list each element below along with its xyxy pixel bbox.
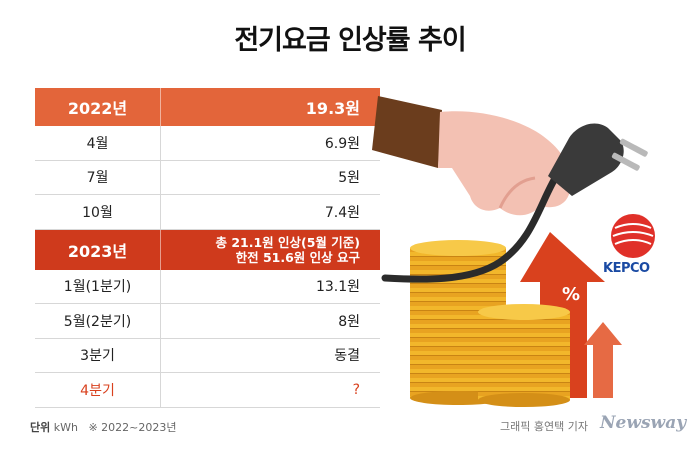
row-label: 4분기 xyxy=(80,382,115,399)
row-value: 동결 xyxy=(160,338,380,372)
table-row: 1월(1분기) 13.1원 xyxy=(35,269,380,304)
unit-label: 단위 xyxy=(30,421,51,434)
table-row-2023: 2023년 총 21.1원 인상(5월 기준) 한전 51.6원 인상 요구 xyxy=(35,229,380,270)
row-label: 10월 xyxy=(82,204,113,221)
unit-value: kWh xyxy=(53,421,78,434)
kepco-logo-text: KEPCO xyxy=(603,261,650,276)
row-value-line2: 한전 51.6원 인상 요구 xyxy=(235,249,360,265)
row-label: 7월 xyxy=(86,170,109,187)
coin-stack-tall-icon xyxy=(410,240,506,405)
table-row-2022: 2022년 19.3원 xyxy=(35,88,380,126)
unit-note: 단위 kWh ※ 2022~2023년 xyxy=(30,419,177,435)
big-up-arrow-icon xyxy=(520,232,605,398)
plug-icon xyxy=(548,123,648,196)
small-up-arrow-icon xyxy=(584,322,622,398)
cable-icon xyxy=(381,166,564,283)
sleeve-icon xyxy=(372,96,442,168)
rate-table: 2022년 19.3원 4월 6.9원 7월 5원 10월 7.4원 2023년… xyxy=(35,88,380,408)
row-value: 총 21.1원 인상(5월 기준) 한전 51.6원 인상 요구 xyxy=(160,229,380,270)
row-value: ? xyxy=(160,373,380,407)
row-value: 13.1원 xyxy=(160,269,380,303)
kepco-logo-icon xyxy=(611,214,655,258)
graphic-credit: 그래픽 홍연택 기자 xyxy=(500,420,588,433)
row-value: 6.9원 xyxy=(160,126,380,160)
coin-stack-short-icon xyxy=(478,304,570,407)
row-label: 2023년 xyxy=(67,241,128,261)
row-label: 1월(1분기) xyxy=(63,279,132,296)
row-value-line1: 총 21.1원 인상(5월 기준) xyxy=(215,234,360,250)
newsway-logo: Newsway xyxy=(600,413,687,433)
row-value: 8원 xyxy=(160,304,380,338)
row-value: 19.3원 xyxy=(160,88,380,126)
table-row: 7월 5원 xyxy=(35,160,380,195)
row-value: 5원 xyxy=(160,160,380,194)
table-row: 4월 6.9원 xyxy=(35,126,380,161)
row-value: 7.4원 xyxy=(160,195,380,229)
table-row: 3분기 동결 xyxy=(35,338,380,373)
table-row-q4: 4분기 ? xyxy=(35,373,380,408)
row-label: 5월(2분기) xyxy=(63,313,132,330)
table-row: 5월(2분기) 8원 xyxy=(35,304,380,339)
percent-icon: % xyxy=(562,284,581,305)
table-row: 10월 7.4원 xyxy=(35,195,380,230)
row-label: 2022년 xyxy=(67,99,128,118)
row-label: 4월 xyxy=(86,135,109,152)
row-label: 3분기 xyxy=(80,348,115,365)
period-note: ※ 2022~2023년 xyxy=(88,421,177,434)
page-title: 전기요금 인상률 추이 xyxy=(234,25,466,56)
hand-icon xyxy=(438,111,571,216)
